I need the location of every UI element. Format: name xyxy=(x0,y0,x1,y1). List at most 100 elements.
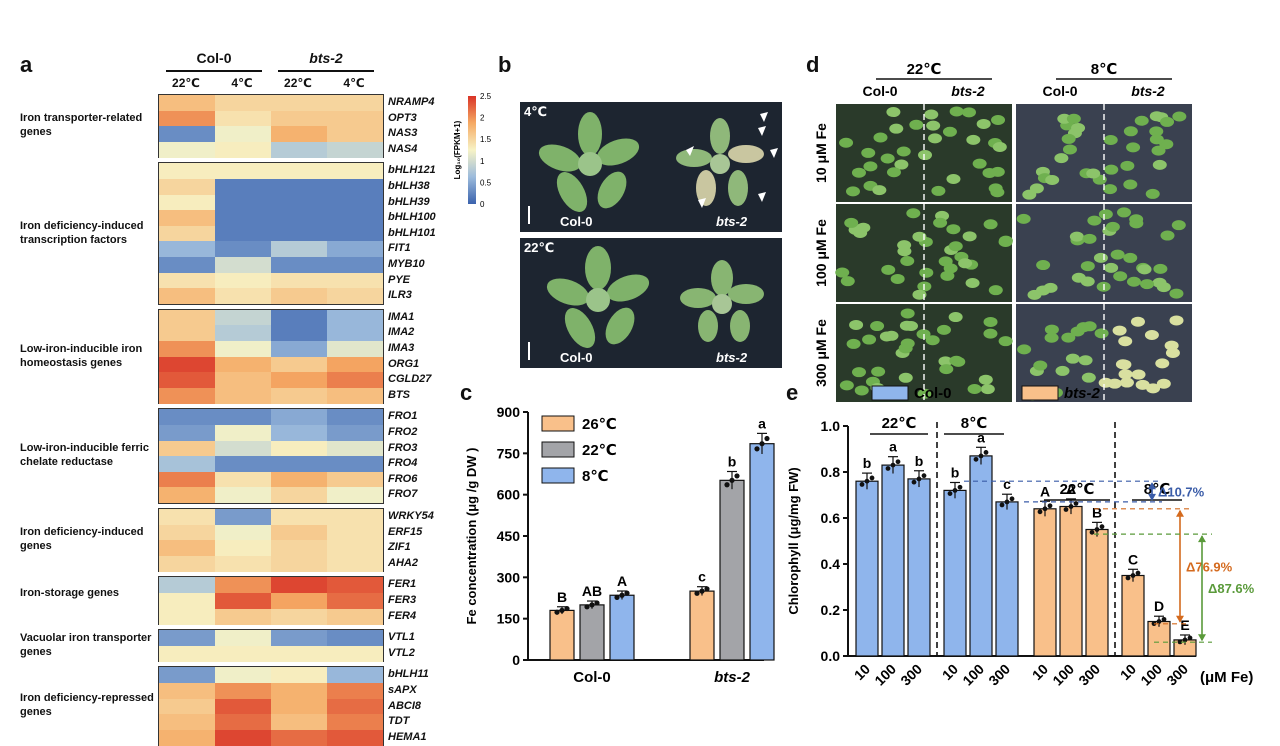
seedling xyxy=(1080,261,1095,272)
heatmap-cell xyxy=(271,425,327,442)
photo-d-genotype-label: bts-2 xyxy=(1131,83,1165,99)
chart-e-chlorophyll: 0.0 0.2 0.4 0.6 0.8 1.0 Chlorophyll (μg/mg FW)… xyxy=(786,385,1255,689)
seedling xyxy=(1149,134,1164,145)
heatmap-cell xyxy=(271,225,327,242)
seedling xyxy=(927,133,942,144)
seedling xyxy=(931,185,946,196)
heatmap-category-label: Low-iron-inducible ferric chelate reduct… xyxy=(20,442,149,469)
photo-d-row-label: 300 μM Fe xyxy=(813,319,829,387)
panel-letter-b: b xyxy=(498,52,512,77)
chart-e-xunit: (μM Fe) xyxy=(1200,669,1253,686)
seedling xyxy=(1134,115,1149,126)
seedling xyxy=(938,356,953,367)
heatmap-cell xyxy=(159,524,215,541)
seedling xyxy=(886,107,901,118)
heatmap-cell xyxy=(327,698,383,715)
chart-e-xtick-label: 10 xyxy=(1029,661,1051,683)
heatmap-cell xyxy=(159,456,215,473)
seedling xyxy=(1054,153,1069,164)
colorbar-tick: 2.5 xyxy=(480,92,492,101)
heatmap-cell xyxy=(159,425,215,442)
heatmap-cell xyxy=(215,372,271,389)
heatmap-cell xyxy=(215,179,271,196)
seedling xyxy=(844,217,859,228)
seedling xyxy=(1078,355,1093,366)
heatmap-cell xyxy=(327,95,383,112)
chart-e-point xyxy=(1063,507,1069,512)
heatmap-cell xyxy=(215,241,271,258)
heatmap-cell xyxy=(271,341,327,358)
seedling xyxy=(1160,230,1175,241)
seedling xyxy=(1145,188,1160,199)
chart-e-sig-letter: E xyxy=(1180,617,1189,633)
seedling xyxy=(909,119,924,130)
heatmap-cell xyxy=(271,471,327,488)
chart-e-point xyxy=(1135,570,1141,576)
chart-e-sig-letter: D xyxy=(1154,598,1164,614)
seedling xyxy=(980,384,995,395)
chart-e-sig-letter: A xyxy=(1040,483,1050,499)
heatmap-category-label: Iron-storage genes xyxy=(20,586,120,599)
seedling xyxy=(851,367,866,378)
colorbar-tick: 0.5 xyxy=(480,178,492,187)
seedling xyxy=(1149,126,1164,137)
chart-e-annotation-arrowhead xyxy=(1198,535,1206,543)
heatmap-cell xyxy=(327,126,383,143)
heatmap-gene-label: FRO1 xyxy=(388,410,418,423)
heatmap-cell xyxy=(215,288,271,305)
heatmap-cell xyxy=(271,179,327,196)
heatmap-gene-label: bHLH38 xyxy=(388,180,430,192)
heatmap-cell xyxy=(271,667,327,684)
chart-e-point xyxy=(911,479,917,485)
chart-e-point xyxy=(983,450,989,455)
chart-e-temp-label: 8℃ xyxy=(961,415,988,432)
chart-e-point xyxy=(1094,527,1100,532)
chart-e-annotation-arrowhead xyxy=(1148,482,1156,490)
heatmap-cell xyxy=(271,110,327,127)
heatmap-cell xyxy=(215,471,271,488)
chart-e-sig-letter: a xyxy=(977,429,985,445)
heatmap-block xyxy=(158,308,384,405)
chart-e-point xyxy=(864,478,870,484)
chart-e-point xyxy=(957,484,963,490)
seedling xyxy=(983,316,998,327)
colorbar-gradient xyxy=(468,96,476,204)
chart-c-point xyxy=(624,590,630,596)
chart-e-point xyxy=(999,502,1005,508)
seedling xyxy=(900,338,915,349)
chart-c-point xyxy=(594,600,600,606)
heatmap-cell xyxy=(215,667,271,684)
seedling xyxy=(924,109,939,120)
chart-e-sig-letter: b xyxy=(951,464,960,480)
heatmap-gene-label: NRAMP4 xyxy=(388,96,435,108)
heatmap-cell xyxy=(159,630,215,647)
chart-e-point xyxy=(1125,575,1131,581)
chart-e-ytick-label: 0.4 xyxy=(821,556,841,572)
chart-e-bar xyxy=(995,501,1019,657)
seedling xyxy=(1110,249,1125,260)
seedling xyxy=(948,241,963,252)
seedling xyxy=(1118,369,1133,380)
heatmap-group-col0: Col-0 xyxy=(196,50,232,66)
chart-c-point xyxy=(699,588,705,594)
heatmap-cell xyxy=(271,555,327,572)
heatmap-cell xyxy=(215,95,271,112)
heatmap-cell xyxy=(215,141,271,158)
heatmap-gene-label: HEMA1 xyxy=(388,730,427,743)
seedling xyxy=(1033,360,1048,371)
chart-e-bar xyxy=(881,464,905,657)
heatmap-cell xyxy=(327,593,383,610)
seedling xyxy=(1126,142,1141,153)
heatmap-cell xyxy=(159,356,215,373)
heatmap-cell xyxy=(271,387,327,404)
chart-c-ytick-label: 900 xyxy=(497,404,521,420)
seedling xyxy=(1164,340,1179,351)
chart-e-point xyxy=(859,482,865,487)
chart-c-legend-label: 26℃ xyxy=(582,416,617,433)
seedling xyxy=(1144,329,1159,340)
chart-c-ylabel: Fe concentration (μg /g DW ) xyxy=(464,448,479,625)
seedling xyxy=(978,374,993,385)
seedling xyxy=(906,208,921,219)
chart-c-sig-letter: A xyxy=(617,573,627,589)
heatmap-cell xyxy=(215,387,271,404)
